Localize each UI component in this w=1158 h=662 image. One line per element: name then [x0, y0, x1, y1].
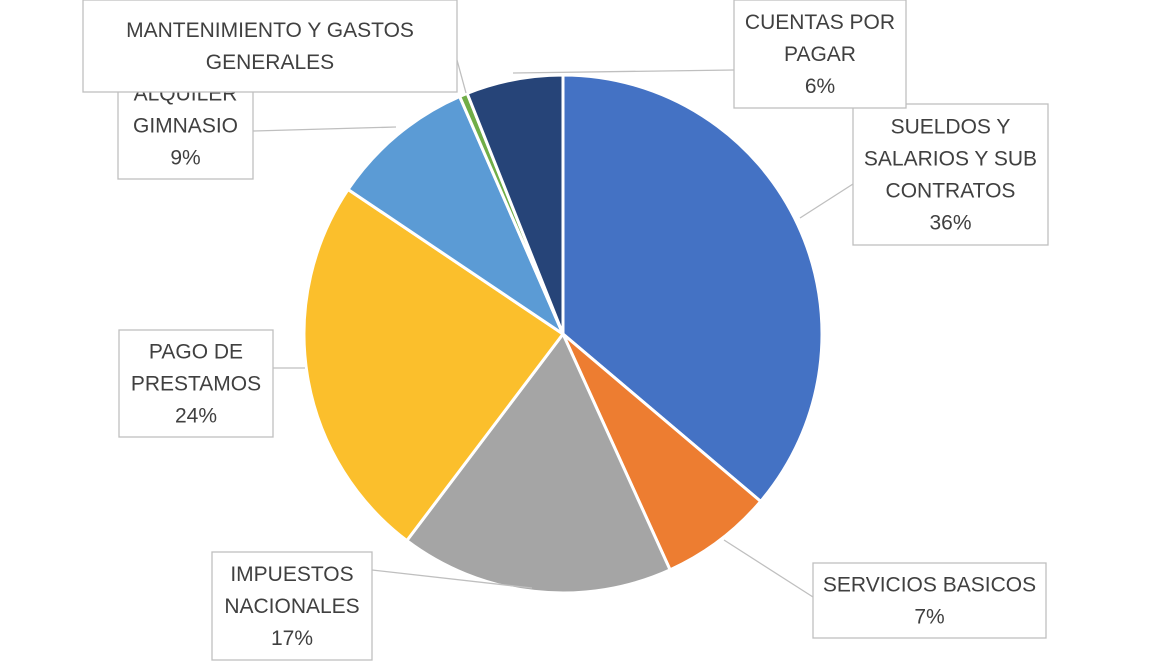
- data-label-percent: 17%: [271, 627, 313, 650]
- data-label-text: PAGO DE: [149, 341, 243, 364]
- data-label-6: MANTENIMIENTO Y GASTOS GENERALES: [82, 0, 458, 93]
- data-label-text: NACIONALES: [224, 595, 359, 618]
- data-label-percent: 24%: [175, 405, 217, 428]
- data-label-box: [852, 103, 1049, 246]
- leader-line-2: [723, 539, 814, 598]
- data-label-percent: 36%: [929, 212, 971, 235]
- data-labels: SUELDOS Y SALARIOS Y SUB CONTRATOS 36% SERVI…: [82, 0, 1049, 661]
- data-label-percent: 9%: [170, 147, 200, 170]
- data-label-text: GIMNASIO: [133, 115, 238, 138]
- pie-slice-5: [346, 95, 565, 336]
- leader-line-6: [456, 59, 467, 94]
- leader-line-5: [252, 126, 397, 132]
- pie-slice-1: [561, 73, 824, 503]
- pie-slice-4: [302, 187, 565, 543]
- data-label-percent: 7%: [914, 606, 944, 629]
- data-label-text: SUELDOS Y: [891, 116, 1011, 139]
- leader-line-3: [371, 569, 533, 589]
- data-label-text: IMPUESTOS: [230, 563, 353, 586]
- data-label-2: SERVICIOS BASICOS 7%: [812, 562, 1047, 639]
- data-label-text: CONTRATOS: [886, 180, 1016, 203]
- leader-lines: [252, 59, 854, 598]
- data-label-box: [733, 0, 907, 109]
- data-label-text: MANTENIMIENTO Y GASTOS: [126, 19, 414, 42]
- data-label-4: PAGO DE PRESTAMOS 24%: [118, 329, 274, 438]
- pie-slice-3: [405, 332, 672, 595]
- data-label-box: [211, 551, 373, 661]
- data-label-7: CUENTAS POR PAGAR 6%: [733, 0, 907, 109]
- pie-slice-2: [561, 332, 763, 572]
- leader-line-1: [799, 183, 854, 219]
- data-label-text: GENERALES: [206, 51, 334, 74]
- pie-slices: [302, 73, 824, 595]
- data-label-percent: 6%: [805, 75, 835, 98]
- data-label-box: [812, 562, 1047, 639]
- data-label-3: IMPUESTOS NACIONALES 17%: [211, 551, 373, 661]
- data-label-text: CUENTAS POR: [745, 11, 895, 34]
- leader-line-7: [512, 69, 735, 74]
- data-label-text: PRESTAMOS: [131, 373, 261, 396]
- pie-slice-7: [465, 73, 565, 336]
- data-label-box: [82, 0, 458, 93]
- data-label-1: SUELDOS Y SALARIOS Y SUB CONTRATOS 36%: [852, 103, 1049, 246]
- data-label-text: PAGAR: [784, 43, 856, 66]
- data-label-text: SERVICIOS BASICOS: [823, 574, 1036, 597]
- data-label-box: [118, 329, 274, 438]
- data-label-text: SALARIOS Y SUB: [864, 148, 1037, 171]
